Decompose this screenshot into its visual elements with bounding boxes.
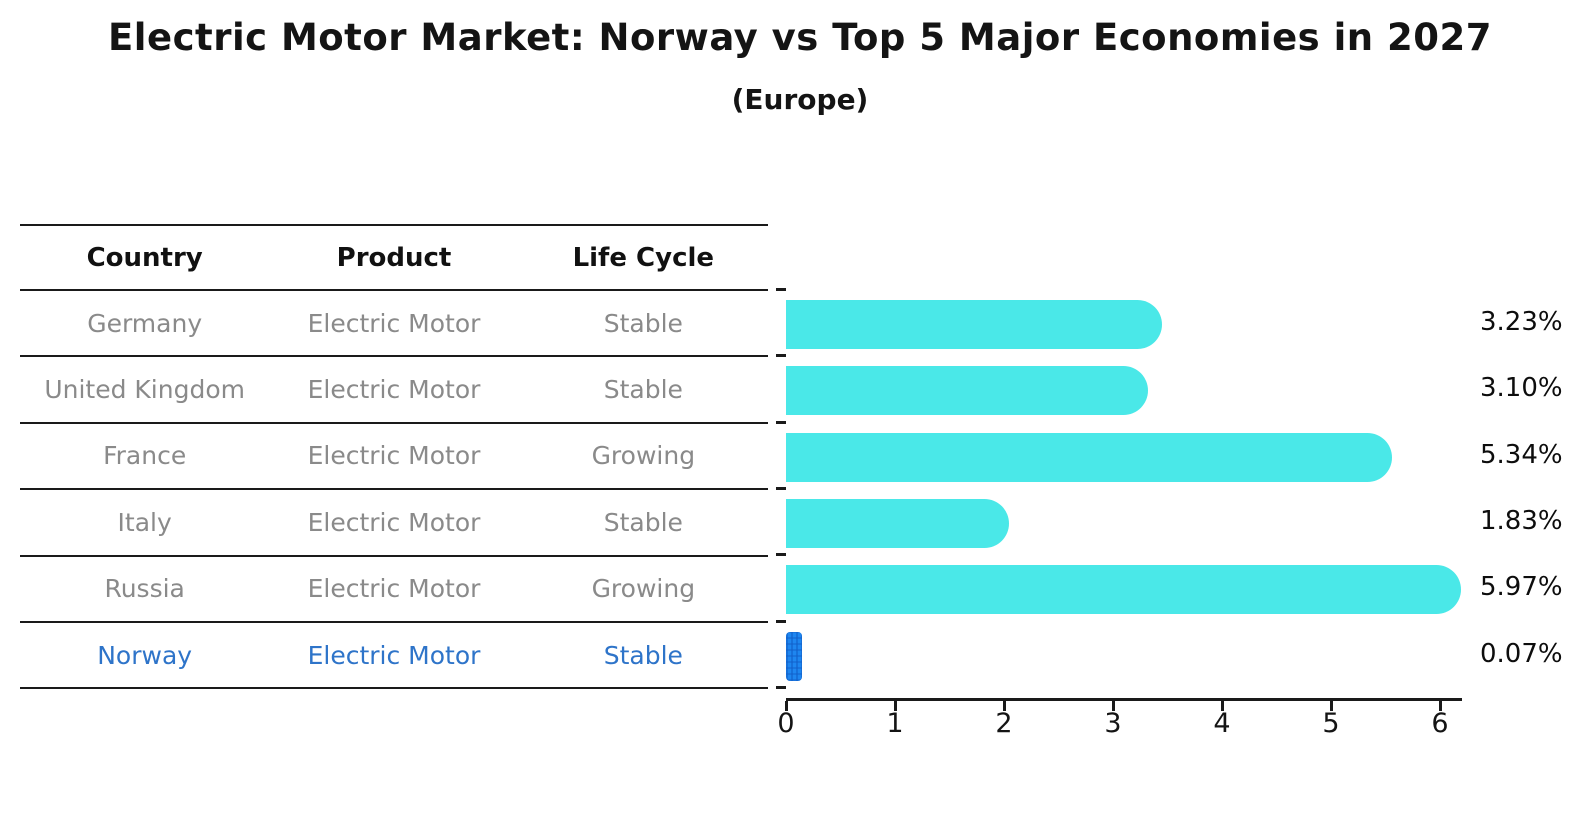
bar-russia	[786, 565, 1461, 615]
x-tick	[1221, 701, 1224, 711]
x-tick-label: 6	[1431, 708, 1449, 739]
x-tick	[1439, 701, 1442, 711]
table-cell-country: Russia	[104, 574, 185, 604]
bar-italy	[786, 498, 1010, 548]
value-label-germany: 3.23%	[1480, 307, 1563, 337]
table-cell-country: United Kingdom	[44, 375, 245, 405]
table-cell-product: Electric Motor	[307, 640, 481, 670]
x-tick-label: 0	[777, 708, 795, 739]
x-axis-line	[786, 698, 1462, 701]
chart-subtitle: (Europe)	[731, 83, 869, 116]
table-row: France Electric Motor Growing	[20, 421, 768, 488]
table-row: Norway Electric Motor Stable	[20, 620, 768, 687]
y-tick	[776, 486, 786, 490]
table-cell-country: Germany	[87, 308, 203, 338]
table-row: United Kingdom Electric Motor Stable	[20, 355, 768, 421]
y-tick	[776, 420, 786, 424]
table-header-product: Product	[336, 242, 452, 273]
value-label-russia: 5.97%	[1480, 572, 1563, 603]
table-cell-life-cycle: Stable	[603, 308, 683, 338]
country-table: Country Product Life Cycle Germany Elect…	[20, 224, 768, 690]
x-tick	[1003, 701, 1006, 711]
table-row: Italy Electric Motor Stable	[20, 488, 768, 554]
x-tick-label: 4	[1213, 708, 1231, 739]
table-cell-product: Electric Motor	[307, 507, 481, 537]
y-tick	[776, 685, 786, 689]
bar-germany	[786, 300, 1163, 349]
table-cell-life-cycle: Stable	[603, 375, 683, 405]
table-cell-product: Electric Motor	[307, 308, 481, 338]
bar-france	[786, 432, 1393, 482]
table-row: Russia Electric Motor Growing	[20, 554, 768, 621]
x-tick	[1112, 701, 1115, 711]
table-cell-country: Norway	[97, 640, 193, 670]
x-tick-label: 5	[1322, 708, 1340, 739]
bar-norway	[786, 631, 802, 681]
x-tick	[894, 701, 897, 711]
x-tick-label: 2	[995, 708, 1013, 739]
table-header-life-cycle: Life Cycle	[572, 242, 715, 273]
y-tick	[776, 288, 786, 291]
table-cell-country: Italy	[117, 507, 172, 537]
value-label-norway: 0.07%	[1480, 638, 1563, 669]
table-cell-life-cycle: Growing	[591, 441, 696, 471]
y-tick	[776, 619, 786, 623]
chart-title: Electric Motor Market: Norway vs Top 5 M…	[108, 16, 1492, 59]
table-cell-country: France	[103, 441, 187, 471]
x-tick	[1330, 701, 1333, 711]
table-cell-product: Electric Motor	[307, 574, 481, 604]
table-cell-life-cycle: Growing	[591, 574, 696, 604]
value-label-united-kingdom: 3.10%	[1480, 373, 1563, 404]
table-cell-life-cycle: Stable	[603, 507, 683, 537]
table-cell-product: Electric Motor	[307, 375, 481, 405]
x-tick-label: 1	[886, 708, 904, 739]
y-tick	[776, 354, 786, 358]
y-tick	[776, 553, 786, 557]
x-tick	[785, 701, 788, 711]
table-cell-life-cycle: Stable	[603, 640, 683, 670]
bar-united-kingdom	[786, 366, 1148, 416]
table-header-row: Country Product Life Cycle	[20, 224, 768, 289]
x-tick-label: 3	[1104, 708, 1122, 739]
value-label-italy: 1.83%	[1480, 505, 1563, 536]
table-cell-product: Electric Motor	[307, 441, 481, 471]
table-row: Germany Electric Motor Stable	[20, 289, 768, 355]
table-body: Germany Electric Motor Stable United Kin…	[20, 289, 768, 687]
value-label-france: 5.34%	[1480, 439, 1563, 470]
table-header-country: Country	[86, 242, 203, 273]
